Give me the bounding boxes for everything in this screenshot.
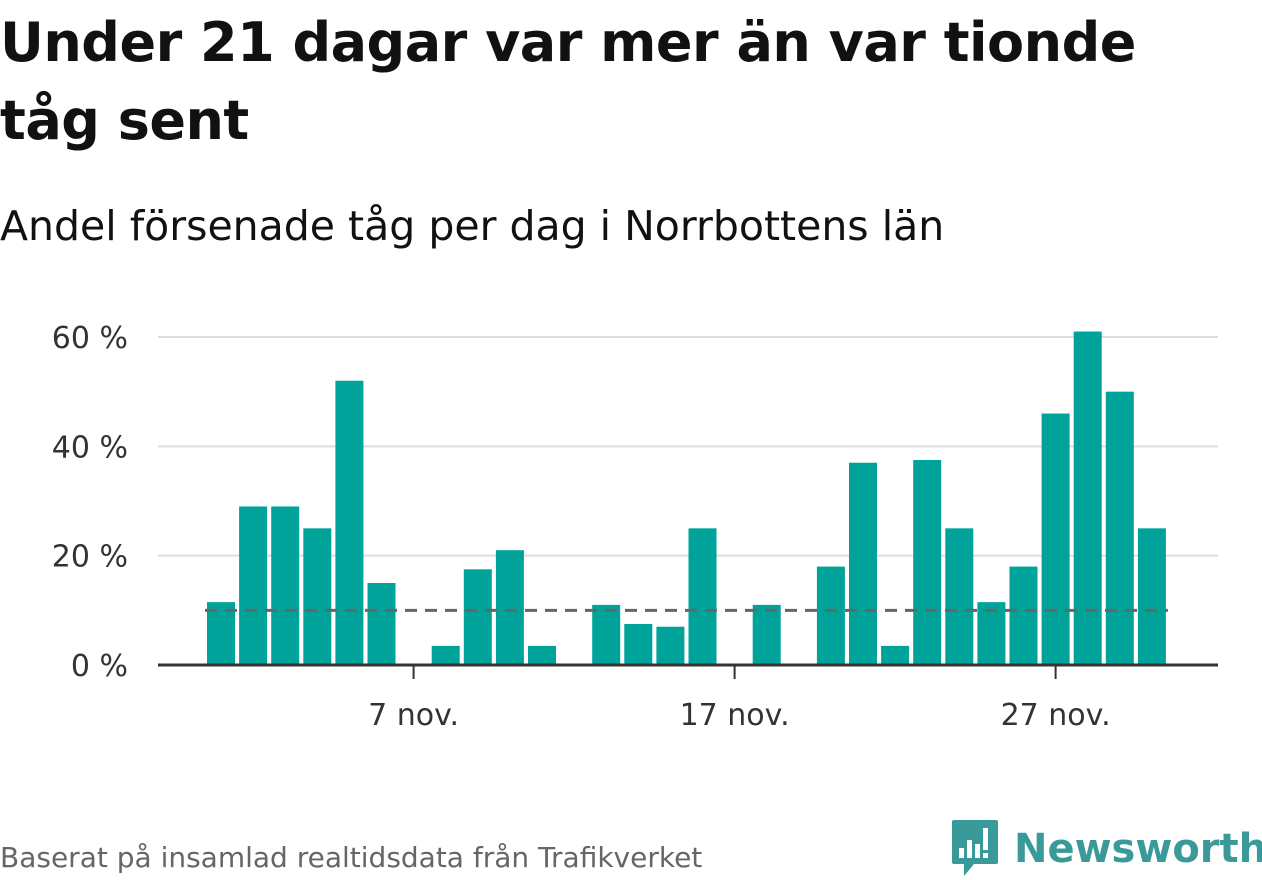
y-axis-labels: 0 % 20 % 40 % 60 %	[52, 321, 128, 684]
bar	[752, 604, 781, 665]
bar	[1009, 566, 1038, 665]
bar	[335, 380, 364, 665]
bar	[271, 506, 300, 665]
bar	[592, 604, 621, 665]
bar	[1105, 391, 1134, 665]
x-tick-label: 17 nov.	[680, 698, 790, 733]
bar	[816, 566, 845, 665]
x-tick-label: 7 nov.	[368, 698, 459, 733]
bar	[1073, 331, 1102, 665]
bar	[849, 462, 877, 665]
y-tick-label: 60 %	[52, 321, 128, 356]
y-tick-label: 0 %	[71, 649, 128, 684]
bar	[913, 460, 942, 665]
bar	[431, 645, 460, 665]
bar	[463, 569, 492, 665]
source-note: Baserat på insamlad realtidsdata från Tr…	[0, 841, 703, 874]
bar	[207, 602, 235, 665]
gridlines	[158, 336, 1218, 557]
y-tick-label: 40 %	[52, 430, 128, 465]
bar	[367, 583, 396, 665]
bars	[207, 331, 1166, 665]
bar	[303, 528, 332, 665]
bar	[688, 528, 717, 665]
bar	[945, 528, 974, 665]
newsworthy-logo-text: Newsworthy	[1014, 826, 1262, 872]
bar	[528, 645, 556, 665]
newsworthy-logo-icon	[952, 820, 998, 876]
bar	[977, 602, 1006, 665]
bar	[656, 626, 685, 665]
y-tick-label: 20 %	[52, 540, 128, 575]
bar	[881, 645, 910, 665]
bar-chart: 0 % 20 % 40 % 60 % 7 nov. 17 nov. 27 nov.	[52, 321, 1218, 733]
chart-subtitle: Andel försenade tåg per dag i Norrbotten…	[0, 202, 945, 250]
bar	[624, 624, 653, 665]
chart-title: Under 21 dagar var mer än var tionde tåg…	[0, 11, 1136, 152]
newsworthy-logo: Newsworthy	[950, 818, 1262, 880]
bar	[1041, 413, 1070, 665]
x-tick-label: 27 nov.	[1001, 698, 1111, 733]
x-axis-labels: 7 nov. 17 nov. 27 nov.	[368, 665, 1111, 733]
bar	[495, 550, 524, 665]
bar	[1137, 528, 1166, 665]
bar	[239, 506, 268, 665]
